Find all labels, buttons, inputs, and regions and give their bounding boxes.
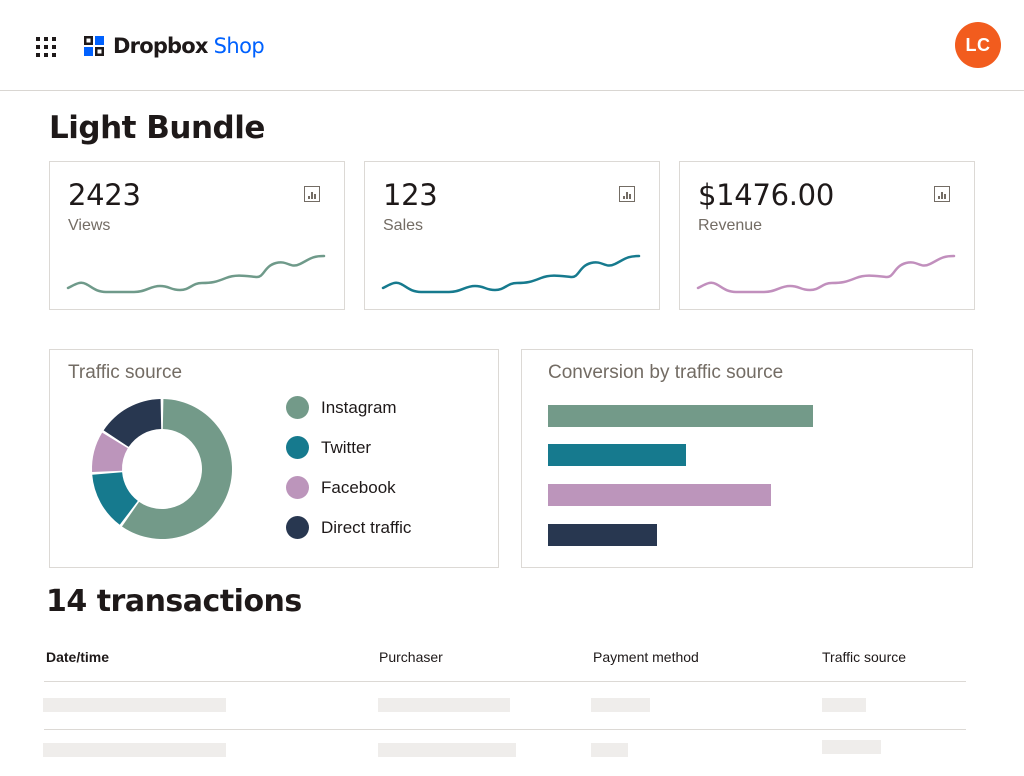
brand-sub: Shop bbox=[213, 34, 265, 58]
table-divider bbox=[44, 681, 966, 682]
legend-dot bbox=[286, 396, 309, 419]
placeholder-cell bbox=[591, 698, 650, 712]
sparkline-path bbox=[696, 254, 956, 294]
avatar[interactable]: LC bbox=[955, 22, 1001, 68]
placeholder-cell bbox=[378, 698, 510, 712]
metric-label: Views bbox=[68, 217, 111, 234]
metric-label: Revenue bbox=[698, 217, 763, 234]
top-bar: Dropbox Shop LC bbox=[0, 0, 1024, 91]
dropbox-logo-icon bbox=[84, 36, 104, 56]
column-header-purchaser[interactable]: Purchaser bbox=[379, 649, 443, 665]
conversion-title: Conversion by traffic source bbox=[548, 362, 784, 383]
legend-dot bbox=[286, 436, 309, 459]
legend-item-instagram: Instagram bbox=[286, 396, 411, 419]
placeholder-cell bbox=[378, 743, 516, 757]
donut-slice-twitter bbox=[92, 472, 138, 525]
traffic-source-title: Traffic source bbox=[68, 362, 183, 383]
metric-value: 123 bbox=[383, 178, 438, 212]
metric-value: 2423 bbox=[68, 178, 141, 212]
legend-item-facebook: Facebook bbox=[286, 476, 411, 499]
traffic-legend: Instagram Twitter Facebook Direct traffi… bbox=[286, 396, 411, 556]
brand-logo[interactable]: Dropbox Shop bbox=[83, 33, 265, 59]
sales-sparkline bbox=[381, 254, 641, 294]
bar-chart-icon[interactable] bbox=[934, 186, 950, 202]
bar-chart-icon[interactable] bbox=[619, 186, 635, 202]
app-grid-icon[interactable] bbox=[36, 37, 56, 57]
placeholder-cell bbox=[822, 740, 881, 754]
legend-label: Direct traffic bbox=[321, 517, 412, 537]
metric-card-views: 2423 Views bbox=[49, 161, 345, 310]
placeholder-cell bbox=[822, 698, 866, 712]
placeholder-cell bbox=[591, 743, 628, 757]
traffic-source-card: Traffic source Instagram Twitter Faceboo… bbox=[49, 349, 499, 568]
legend-label: Instagram bbox=[321, 397, 397, 417]
donut-slice-direct-traffic bbox=[103, 399, 162, 447]
metric-card-revenue: $1476.00 Revenue bbox=[679, 161, 975, 310]
donut-slice-facebook bbox=[92, 432, 128, 472]
metric-value: $1476.00 bbox=[698, 178, 834, 212]
brand-name: Dropbox bbox=[113, 34, 208, 58]
page-title: Light Bundle bbox=[49, 110, 265, 146]
legend-dot bbox=[286, 476, 309, 499]
conversion-bar-facebook bbox=[548, 484, 771, 506]
legend-item-direct-traffic: Direct traffic bbox=[286, 516, 411, 539]
legend-label: Twitter bbox=[321, 437, 372, 457]
metric-label: Sales bbox=[383, 217, 424, 234]
column-header-date-time[interactable]: Date/time bbox=[46, 649, 110, 665]
sparkline-path bbox=[66, 254, 326, 294]
revenue-sparkline bbox=[696, 254, 956, 294]
views-sparkline bbox=[66, 254, 326, 294]
sparkline-path bbox=[381, 254, 641, 294]
bar-chart-icon[interactable] bbox=[304, 186, 320, 202]
transactions-title: 14 transactions bbox=[46, 584, 302, 619]
legend-item-twitter: Twitter bbox=[286, 436, 411, 459]
legend-label: Facebook bbox=[321, 477, 396, 497]
conversion-bar-direct-traffic bbox=[548, 524, 657, 546]
conversion-card: Conversion by traffic source bbox=[521, 349, 973, 568]
metric-card-sales: 123 Sales bbox=[364, 161, 660, 310]
conversion-bar-twitter bbox=[548, 444, 686, 466]
table-divider bbox=[44, 729, 966, 730]
column-header-traffic-source[interactable]: Traffic source bbox=[822, 649, 907, 665]
placeholder-cell bbox=[43, 698, 226, 712]
traffic-donut-chart bbox=[92, 399, 233, 539]
placeholder-cell bbox=[43, 743, 226, 757]
column-header-payment-method[interactable]: Payment method bbox=[593, 649, 699, 665]
conversion-bar-instagram bbox=[548, 405, 813, 427]
legend-dot bbox=[286, 516, 309, 539]
donut-slice-instagram bbox=[121, 399, 233, 539]
